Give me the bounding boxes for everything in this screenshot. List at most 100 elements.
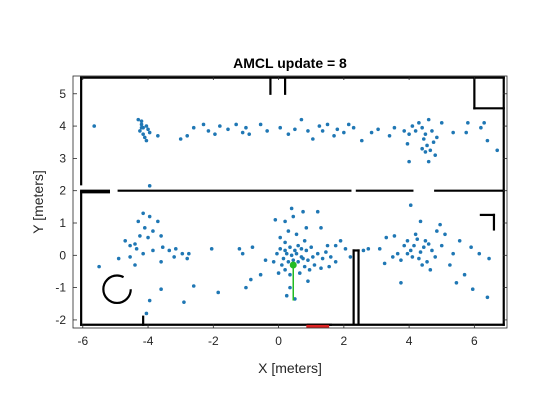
particle-point: [335, 127, 340, 132]
particle-point: [418, 219, 423, 224]
particle-point: [366, 247, 371, 251]
particle-point: [283, 248, 287, 253]
particle-point: [399, 258, 403, 262]
particle-point: [402, 243, 407, 248]
particle-point: [141, 132, 145, 136]
particle-point: [271, 259, 276, 264]
particle-point: [469, 245, 473, 250]
particle-point: [280, 263, 284, 267]
particle-point: [275, 251, 279, 256]
particle-point: [247, 132, 252, 136]
particle-point: [405, 142, 410, 146]
particle-point: [286, 132, 291, 136]
particle-point: [286, 259, 291, 264]
particle-point: [123, 238, 128, 243]
particle-point: [301, 209, 305, 214]
particle-point: [206, 129, 211, 133]
particle-point: [421, 245, 426, 250]
particle-point: [116, 256, 121, 261]
particle-point: [134, 247, 139, 251]
particle-point: [144, 124, 149, 128]
particle-point: [435, 229, 439, 233]
particle-point: [167, 248, 172, 253]
x-axis-label: X [meters]: [258, 360, 322, 376]
particle-point: [284, 293, 289, 298]
particle-point: [325, 243, 330, 248]
particle-point: [293, 248, 297, 253]
particle-point: [244, 125, 248, 130]
particle-point: [147, 214, 152, 219]
particle-point: [417, 256, 421, 261]
particle-point: [413, 232, 418, 237]
particle-point: [250, 245, 255, 250]
y-axis-label: Y [meters]: [30, 170, 46, 234]
particle-point: [320, 129, 325, 133]
particle-point: [413, 129, 418, 133]
particle-point: [156, 133, 160, 138]
particle-point: [142, 226, 147, 230]
particle-layer: [92, 117, 500, 316]
particle-point: [213, 132, 217, 136]
particle-point: [133, 242, 137, 246]
particle-point: [420, 263, 424, 267]
particle-point: [278, 125, 283, 130]
particle-point: [187, 251, 191, 256]
particle-point: [160, 245, 165, 250]
particle-point: [405, 238, 410, 243]
particle-point: [399, 280, 403, 285]
plot-frame: [72, 75, 508, 329]
particle-point: [258, 272, 263, 277]
tick-layer: -6 -4 -2 0 2 4 6 -2 -1 0 1 2 3 4 5: [55, 76, 507, 348]
particle-point: [138, 129, 142, 133]
particle-point: [296, 243, 300, 248]
particle-point: [410, 124, 415, 128]
particle-point: [240, 251, 245, 256]
y-tick-label: 5: [59, 87, 66, 101]
particle-point: [495, 148, 500, 153]
particle-point: [309, 245, 314, 250]
particle-point: [333, 243, 338, 248]
particle-point: [185, 256, 190, 261]
particle-point: [133, 263, 137, 267]
map-layer: [80, 76, 505, 326]
particle-point: [479, 125, 483, 130]
particle-point: [311, 137, 315, 141]
particle-point: [289, 253, 294, 258]
particle-point: [377, 247, 382, 251]
particle-point: [430, 129, 434, 133]
particle-point: [297, 271, 302, 275]
particle-point: [390, 255, 395, 259]
particle-point: [361, 248, 366, 253]
x-tick-label: -6: [77, 334, 88, 348]
particle-point: [311, 255, 315, 259]
particle-point: [448, 263, 452, 267]
particle-point: [327, 264, 331, 269]
particle-point: [470, 287, 475, 292]
particle-point: [423, 238, 428, 243]
particle-point: [283, 240, 287, 245]
particle-point: [315, 251, 320, 256]
particle-point: [343, 247, 348, 251]
particle-point: [315, 209, 320, 214]
particle-point: [454, 280, 459, 285]
particle-point: [147, 298, 152, 303]
particle-point: [299, 117, 304, 122]
particle-point: [408, 203, 413, 208]
particle-point: [405, 251, 410, 256]
x-tick-label: -2: [208, 334, 219, 348]
particle-point: [172, 255, 176, 259]
particle-point: [278, 235, 283, 240]
y-tick-label: -1: [55, 281, 66, 295]
particle-point: [284, 251, 289, 256]
particle-point: [451, 251, 455, 256]
particle-point: [306, 279, 310, 283]
particle-point: [392, 234, 397, 238]
particle-point: [328, 255, 333, 259]
particle-point: [185, 133, 190, 138]
y-tick-label: 0: [59, 248, 66, 262]
particle-point: [289, 206, 294, 211]
particle-point: [288, 245, 292, 250]
y-tick-label: 3: [59, 151, 66, 165]
particle-point: [425, 259, 429, 264]
